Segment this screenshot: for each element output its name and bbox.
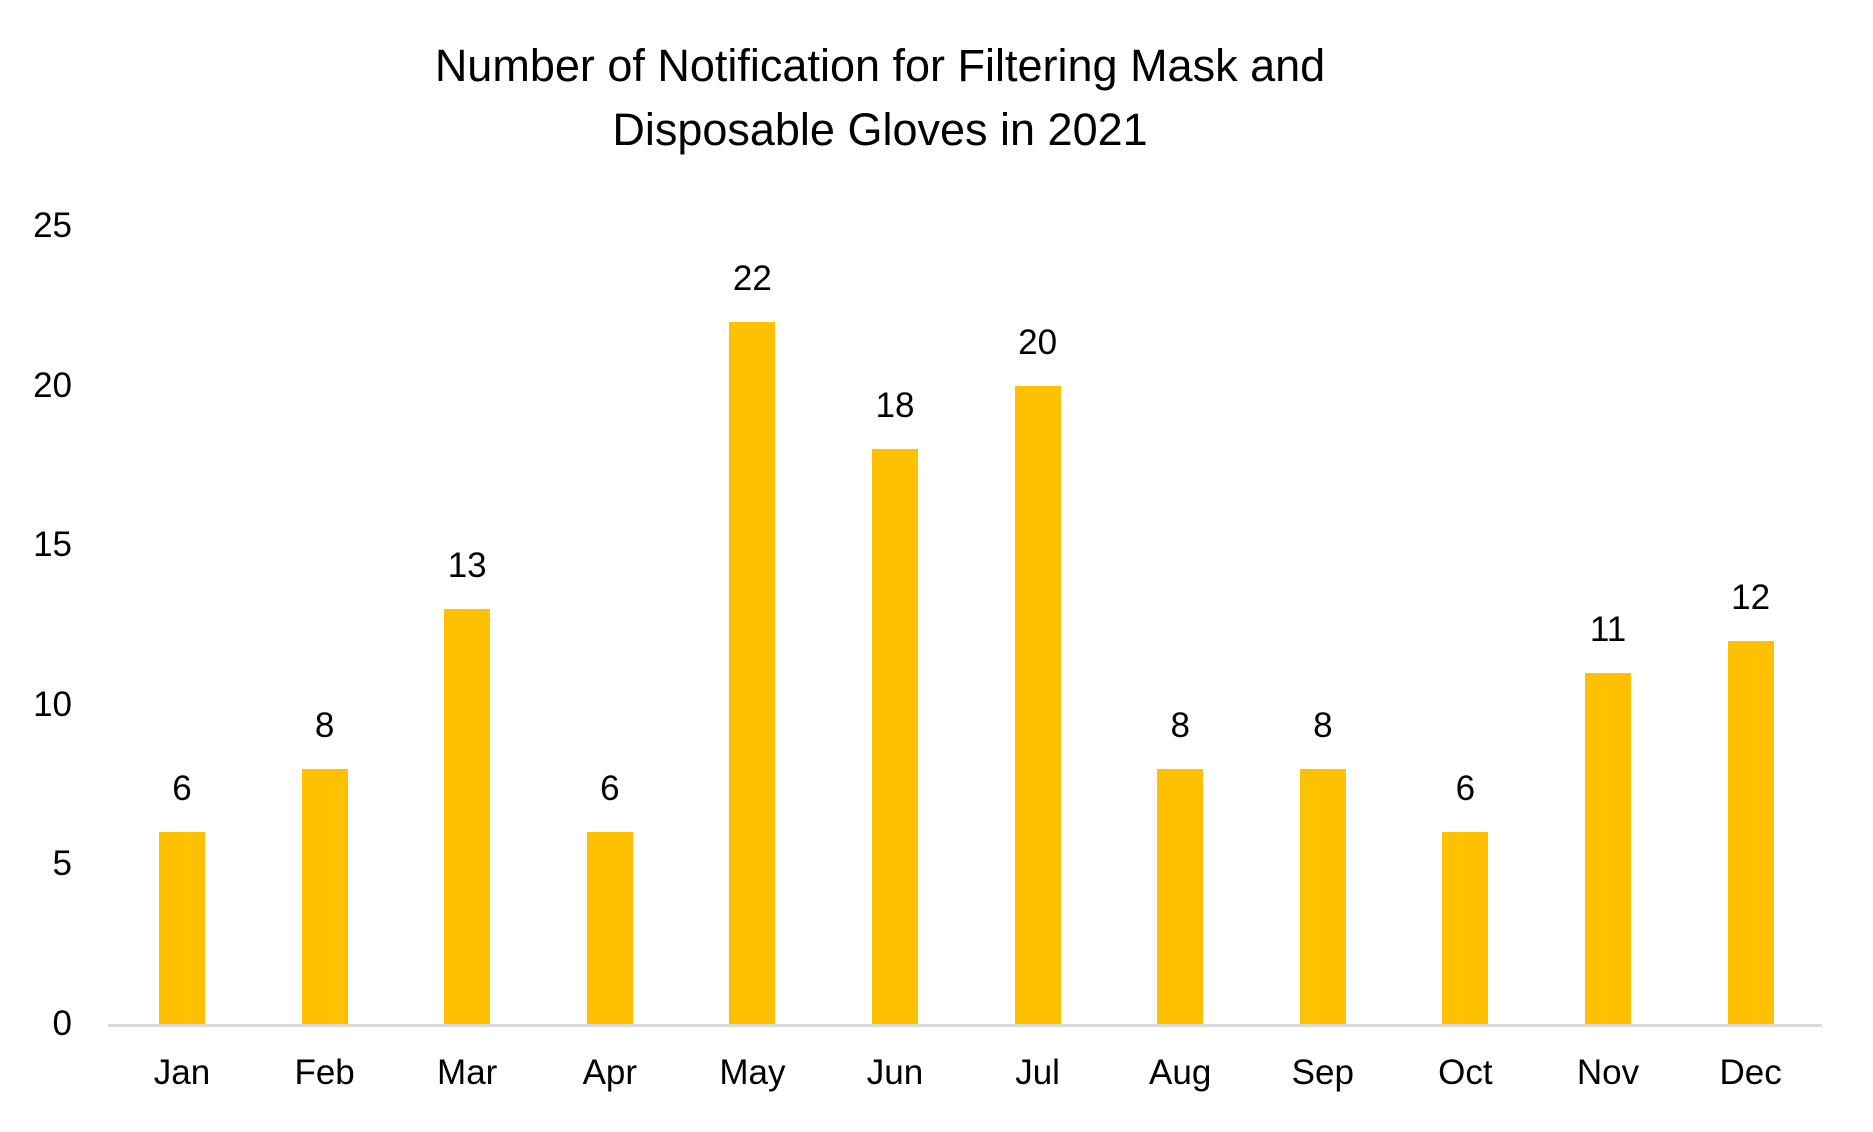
x-tick-label: Aug: [1149, 1053, 1212, 1092]
chart-title-line-2: Disposable Gloves in 2021: [612, 104, 1148, 155]
bar-nov: [1585, 672, 1631, 1024]
bar-jun: [872, 449, 918, 1024]
bar-value-label: 8: [1170, 705, 1190, 745]
bar-apr: [586, 832, 633, 1024]
x-tick-label: Jul: [1015, 1053, 1060, 1092]
bar-value-label: 20: [1018, 322, 1058, 362]
bar-oct: [1442, 832, 1489, 1024]
x-tick-label: Feb: [294, 1053, 355, 1092]
x-tick-label: Dec: [1719, 1053, 1782, 1092]
bar-sep: [1299, 768, 1346, 1024]
bar-value-label: 8: [1313, 705, 1333, 745]
y-tick-label: 0: [52, 1004, 72, 1043]
bar-value-label: 6: [172, 769, 192, 809]
chart-title-line-1: Number of Notification for Filtering Mas…: [434, 40, 1326, 91]
y-tick-label: 25: [33, 206, 72, 245]
bar-jan: [159, 832, 205, 1024]
x-tick-label: Jun: [866, 1053, 924, 1092]
chart-title: Number of Notification for Filtering Mas…: [60, 34, 1700, 162]
x-tick-label: Oct: [1438, 1053, 1493, 1092]
bar-aug: [1157, 768, 1204, 1024]
x-tick-label: Sep: [1291, 1053, 1354, 1092]
x-tick-label: Mar: [437, 1053, 498, 1092]
bar-jul: [1014, 385, 1061, 1024]
bar-feb: [301, 768, 348, 1024]
bar-dec: [1727, 640, 1774, 1024]
bar-may: [729, 321, 776, 1024]
y-tick-label: 5: [52, 844, 72, 884]
x-tick-label: Apr: [582, 1053, 638, 1092]
x-tick-label: Nov: [1576, 1053, 1640, 1092]
bar-value-label: 8: [314, 705, 335, 745]
x-tick-label: Jan: [153, 1053, 211, 1092]
bar-mar: [444, 609, 491, 1024]
x-tick-label: May: [719, 1053, 786, 1092]
bar-value-label: 12: [1731, 577, 1771, 617]
bar-value-label: 6: [1455, 769, 1476, 809]
bar-value-label: 11: [1589, 609, 1627, 649]
y-tick-label: 20: [33, 365, 72, 405]
y-tick-label: 10: [33, 684, 72, 724]
x-axis-line: [108, 1024, 1822, 1027]
bar-value-label: 22: [732, 258, 772, 298]
bar-value-label: 13: [447, 546, 487, 586]
bar-value-label: 18: [875, 386, 915, 426]
bar-value-label: 6: [600, 769, 620, 809]
y-tick-label: 15: [33, 525, 72, 565]
